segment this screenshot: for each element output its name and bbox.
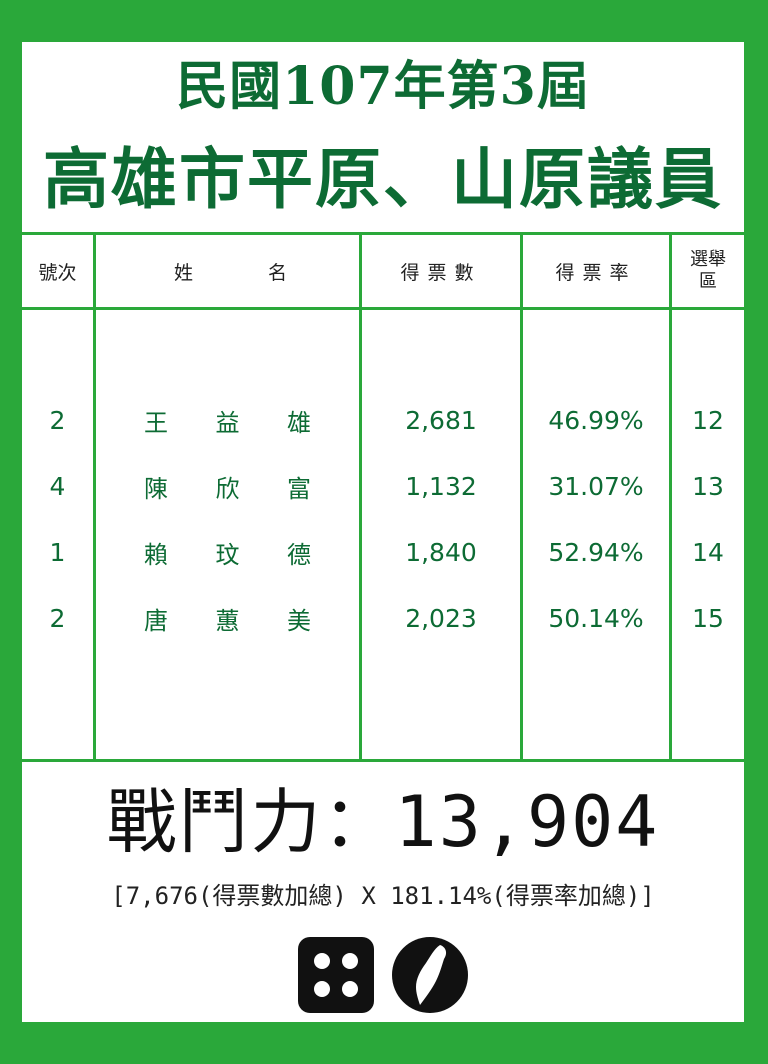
row-name-char: 欣 [215,474,240,503]
row-name-char: 陳 [144,474,168,503]
power-score: 戰鬥力：13,904 [106,781,660,863]
row-rate: 31.07% [548,471,644,501]
dice-pip [342,953,358,969]
dice-pip [342,981,358,997]
column-divider [669,235,672,759]
taiwan-icon [392,937,468,1013]
header-divider [22,307,744,310]
row-rate: 46.99% [548,405,644,435]
row-name-char: 美 [287,606,311,635]
header-rate: 得票率 [555,261,637,284]
header-name-surname: 姓 [174,261,194,284]
header-district-line2: 區 [699,271,717,292]
title-line-2: 高雄市平原、山原議員 [43,140,723,218]
row-rate: 52.94% [548,537,644,567]
row-name: 王益雄 [96,387,359,453]
taiwan-shape [416,945,447,1005]
dice-icon [298,937,374,1013]
table-row: 2 2,023 50.14% 15 唐 蕙 美 [22,585,744,651]
header-number: 號次 [38,261,77,284]
dice-pip [314,953,330,969]
table-row: 1 1,840 52.94% 14 賴 玟 德 [22,519,744,585]
row-name-char: 富 [287,474,311,503]
table-row: 4 1,132 31.07% 13 陳 欣 富 [22,453,744,519]
row-name-char: 玟 [215,540,240,569]
row-votes: 1,840 [405,537,477,567]
row-number: 2 [49,405,66,435]
dice-pip [314,981,330,997]
row-district: 14 [692,537,724,567]
header-district: 選舉 區 [672,235,744,307]
row-votes: 1,132 [405,471,477,501]
row-number: 1 [49,537,66,567]
info-card: 民國107年第3屆 高雄市平原、山原議員 號次 姓 名 得票數 得票率 選舉 區… [22,42,744,1022]
row-votes: 2,023 [405,603,477,633]
row-name: 陳欣富 [96,453,359,519]
title-line-1: 民國107年第3屆 [176,56,590,117]
column-divider [359,235,362,759]
row-name-char: 賴 [144,540,168,569]
row-name-char: 蕙 [215,606,240,635]
row-name-char: 唐 [144,606,168,635]
column-divider [520,235,523,759]
row-name-char: 德 [287,540,311,569]
header-name-given: 名 [267,261,287,284]
row-votes: 2,681 [405,405,477,435]
header-votes: 得票數 [400,261,482,284]
icon-row [22,937,744,1017]
row-rate: 50.14% [548,603,644,633]
column-divider [93,235,96,759]
row-name-char: 益 [215,408,240,437]
header-name: 姓 名 [96,235,359,307]
row-number: 4 [49,471,66,501]
row-number: 2 [49,603,66,633]
table-row: 2 2,681 46.99% 12 王 益 雄 [22,387,744,453]
results-table: 號次 姓 名 得票數 得票率 選舉 區 2 2,681 46.99% 12 王益雄 4 1,… [22,232,744,762]
row-name: 唐蕙美 [96,585,359,651]
row-district: 13 [692,471,724,501]
row-district: 12 [692,405,724,435]
row-district: 15 [692,603,724,633]
row-name-char: 王 [144,408,168,437]
row-name-char: 雄 [287,408,311,437]
row-name: 賴玟德 [96,519,359,585]
power-formula: [7,676(得票數加總) X 181.14%(得票率加總)] [111,882,655,910]
header-district-line1: 選舉 [690,249,726,270]
